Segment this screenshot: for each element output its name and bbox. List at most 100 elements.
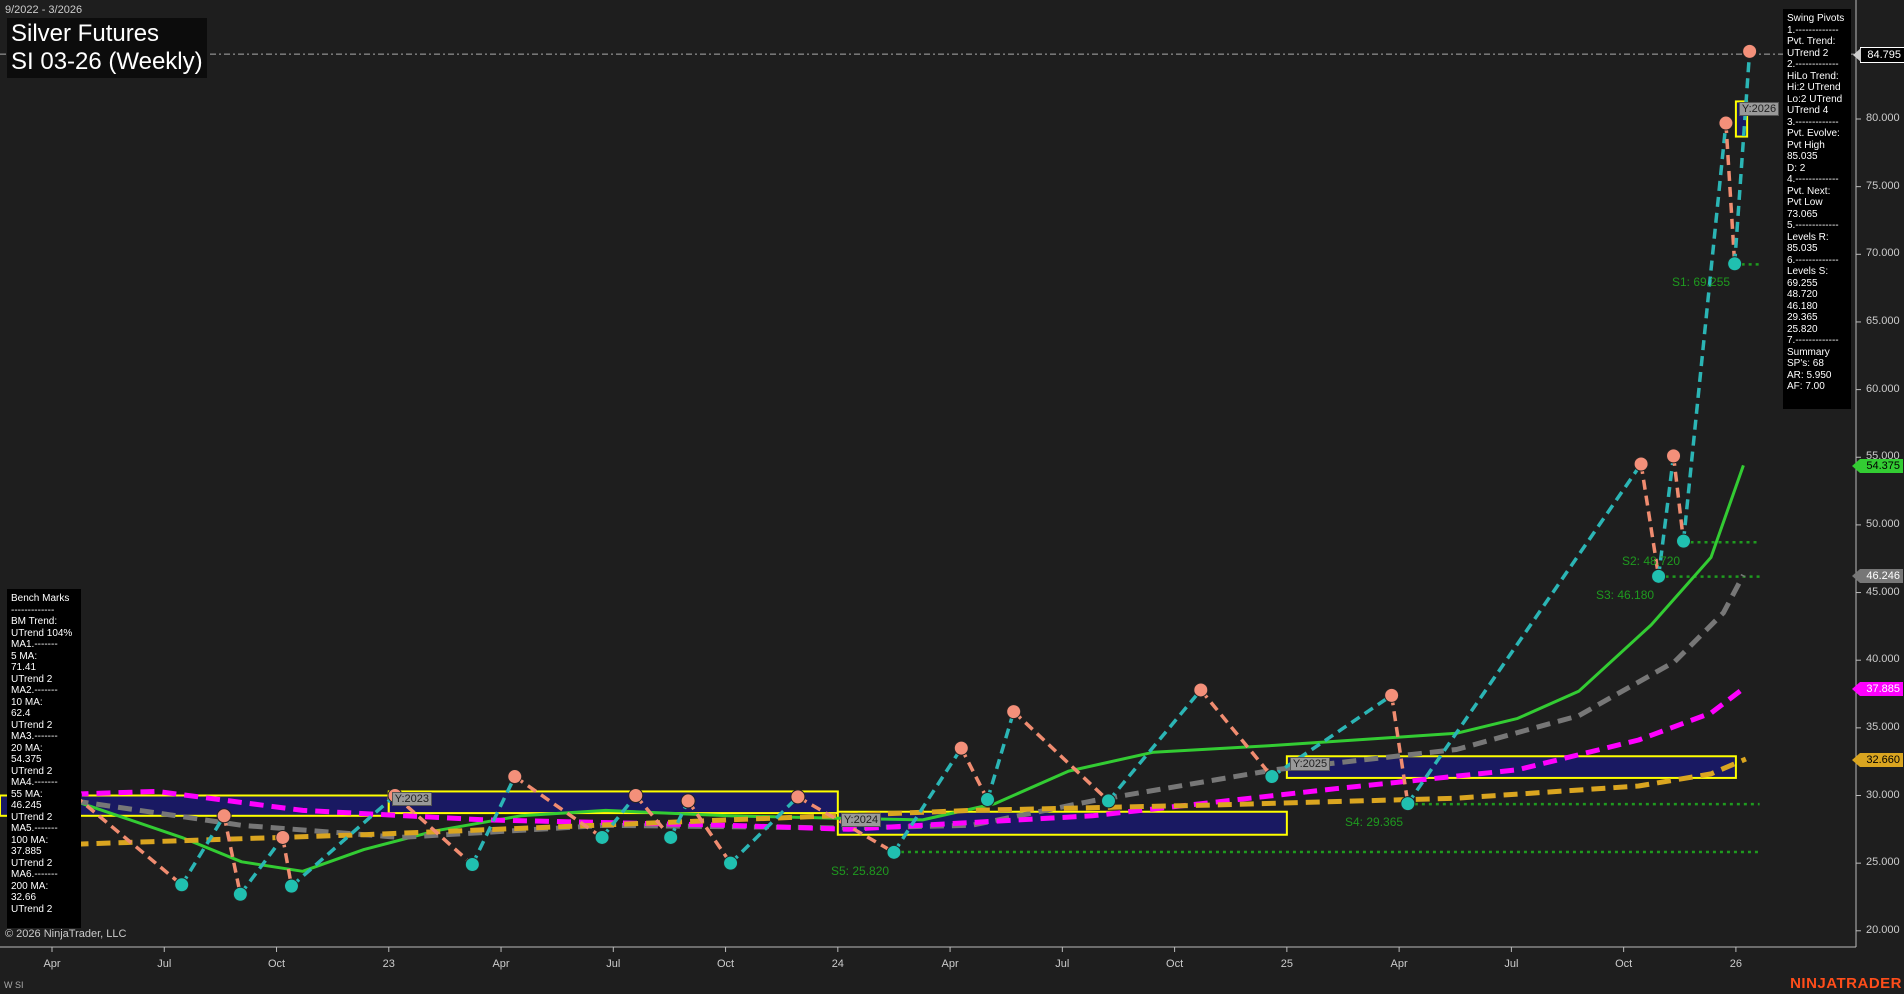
panel-line: 200 MA:	[11, 880, 49, 892]
panel-line: 71.41	[11, 662, 37, 673]
y-tick-label: 20.000	[1866, 923, 1900, 936]
pivot-low-marker	[232, 886, 248, 902]
x-tick-label: 26	[1729, 958, 1743, 970]
moving-average-100ma	[74, 686, 1745, 832]
y-tick-label: 70.000	[1866, 247, 1900, 260]
panel-line: 73.065	[1787, 208, 1818, 220]
copyright: © 2026 NinjaTrader, LLC	[5, 928, 127, 940]
moving-average-200ma	[74, 756, 1747, 847]
panel-line: MA1.-------	[11, 639, 58, 650]
panel-line: 46.180	[1787, 300, 1818, 312]
pivot-low-marker	[1727, 256, 1743, 272]
panel-line: MA2.-------	[11, 685, 58, 696]
support-level-label: S1: 69.255	[1672, 275, 1731, 289]
x-tick-label: 23	[382, 958, 395, 970]
pivot-high-marker	[1384, 687, 1400, 703]
panel-line: Summary	[1787, 346, 1830, 358]
pivot-low-marker	[594, 829, 610, 845]
panel-line: UTrend 2	[11, 811, 53, 823]
panel-line: MA4.-------	[11, 777, 58, 788]
support-level-label: S2: 48.720	[1622, 554, 1681, 568]
swing-pivot-segment	[600, 794, 638, 839]
y-tick-label: 35.000	[1866, 720, 1900, 733]
y-tick-label: 80.000	[1866, 112, 1900, 124]
year-box-label: Y:2026	[1738, 102, 1780, 117]
pivot-high-marker	[1006, 704, 1022, 720]
year-range-box	[836, 810, 1288, 836]
panel-line: 4.-------------	[1787, 174, 1839, 185]
support-level-label: S4: 29.365	[1345, 815, 1404, 829]
y-tick-label: 50.000	[1866, 517, 1900, 530]
pivot-low-marker	[283, 878, 299, 894]
price-marker: 84.795	[1853, 47, 1904, 64]
y-tick-label: 30.000	[1866, 788, 1900, 801]
panel-line: Levels R:	[1787, 231, 1829, 243]
pivot-high-marker	[507, 769, 523, 785]
swing-pivot-segment	[393, 794, 474, 866]
panel-line: 3.-------------	[1787, 116, 1839, 128]
panel-line: 37.885	[11, 846, 42, 857]
pivot-high-marker	[628, 788, 644, 803]
swing-pivot-segment	[1681, 122, 1728, 542]
swing-pivot-segment	[686, 799, 732, 865]
panel-line: UTrend 4	[1787, 105, 1829, 116]
swing-pivot-segment	[1724, 122, 1737, 264]
swing-pivot-segment	[1656, 455, 1676, 577]
swing-pivot-segment	[1107, 688, 1203, 803]
panel-line: Swing Pivots	[1787, 13, 1845, 24]
support-level-label: S5: 25.820	[831, 864, 890, 878]
swing-pivot-segment	[892, 747, 963, 854]
year-range-box	[1734, 100, 1749, 138]
panel-line: D: 2	[1787, 162, 1806, 174]
pivot-low-marker	[980, 792, 995, 808]
panel-line: MA3.-------	[11, 731, 58, 742]
chart-title-box: Silver Futures SI 03-26 (Weekly)	[7, 18, 207, 78]
panel-line: 25.820	[1787, 323, 1818, 335]
swing-pivot-segment	[222, 815, 243, 895]
panel-line: UTrend 2	[1787, 47, 1829, 59]
panel-line: 6.-------------	[1787, 254, 1839, 266]
price-marker: 46.246	[1852, 568, 1903, 583]
pivot-high-marker	[1742, 43, 1758, 59]
panel-line: 7.-------------	[1787, 335, 1839, 346]
x-tick-label: 25	[1280, 958, 1293, 970]
panel-line: Levels S:	[1787, 266, 1829, 277]
x-tick-label: Jul	[1055, 958, 1070, 970]
panel-line: Pvt High	[1787, 139, 1825, 151]
panel-line: UTrend 104%	[11, 627, 73, 639]
swing-pivot-segment	[985, 711, 1016, 801]
panel-line: UTrend 2	[11, 857, 53, 869]
panel-line: Hi:2 UTrend	[1787, 82, 1841, 93]
x-tick-label: Apr	[1390, 958, 1408, 970]
swing-pivot-segment	[281, 837, 294, 887]
bench-marks-panel: Bench Marks ------------- BM Trend: UTrend …	[7, 589, 81, 928]
x-tick-label: Jul	[606, 958, 621, 970]
pivot-low-marker	[1400, 796, 1416, 812]
pivot-high-marker	[790, 789, 806, 805]
x-tick-label: Oct	[1166, 958, 1184, 970]
swing-pivot-segment	[1389, 695, 1410, 804]
pivot-low-marker	[886, 844, 902, 860]
x-tick-label: Oct	[716, 958, 735, 970]
panel-line: 2.-------------	[1787, 59, 1839, 70]
panel-line: 1.-------------	[1787, 24, 1839, 36]
x-tick-label: 24	[831, 958, 844, 970]
panel-line: AF: 7.00	[1787, 381, 1825, 392]
panel-line: Pvt. Evolve:	[1787, 128, 1840, 139]
panel-line: 29.365	[1787, 312, 1818, 323]
pivot-high-marker	[275, 829, 291, 845]
swing-pivot-segment	[180, 814, 226, 886]
panel-line: 69.255	[1787, 277, 1818, 289]
x-tick-label: Oct	[267, 958, 286, 970]
pivot-low-marker	[1100, 793, 1116, 809]
pivot-low-marker	[723, 855, 739, 871]
panel-line: UTrend 2	[11, 673, 53, 685]
panel-line: BM Trend:	[11, 616, 58, 627]
panel-line: MA6.-------	[11, 869, 58, 880]
pivot-low-marker	[464, 857, 480, 873]
y-tick-label: 75.000	[1866, 179, 1900, 192]
panel-line: 85.035	[1787, 151, 1818, 162]
x-tick-label: Apr	[492, 958, 510, 970]
year-box-label: Y:2025	[1289, 757, 1331, 772]
